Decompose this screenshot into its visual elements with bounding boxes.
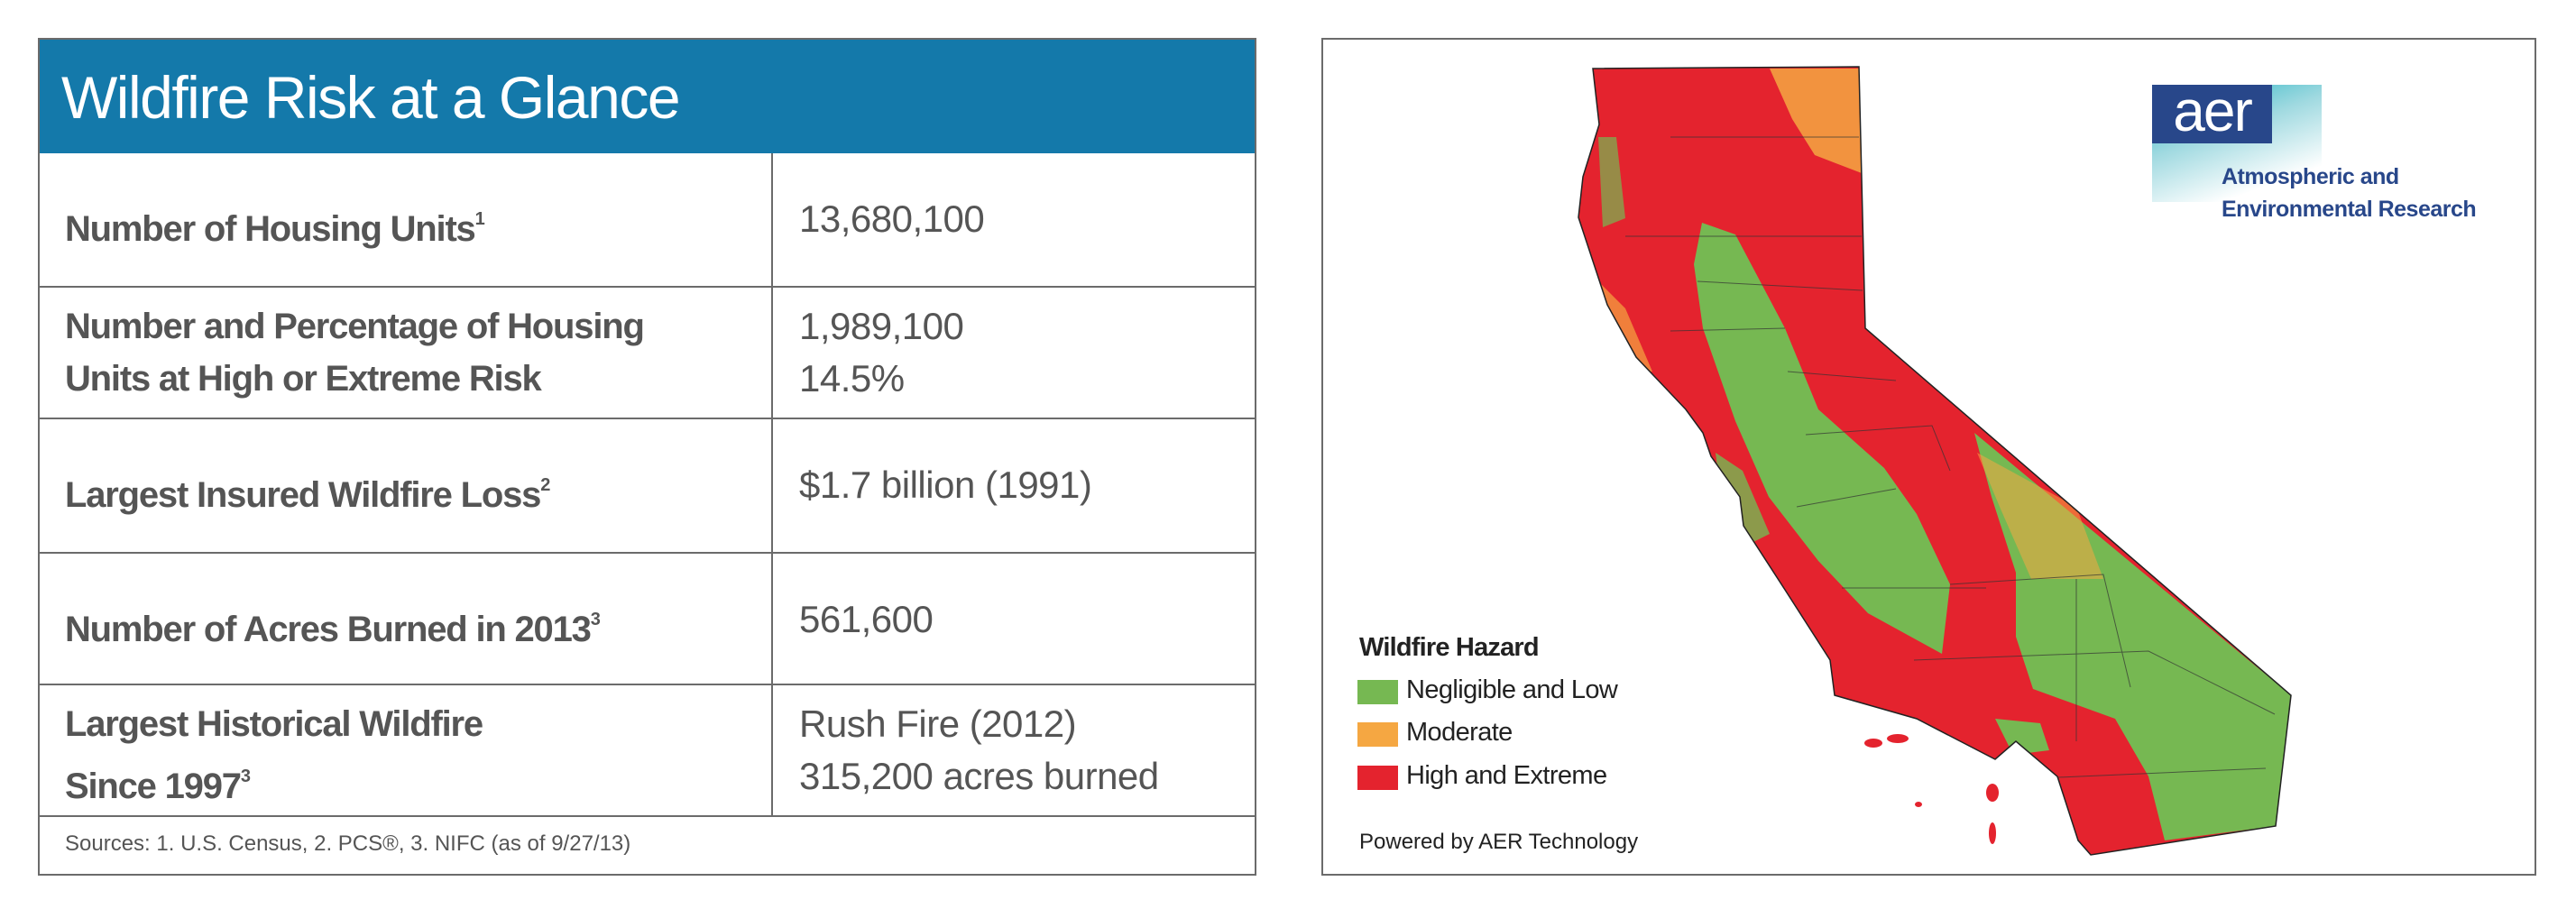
legend-label: High and Extreme bbox=[1406, 761, 1607, 790]
table-header: Wildfire Risk at a Glance bbox=[40, 40, 1255, 153]
low-hazard-area bbox=[1995, 719, 2049, 755]
row-value: Rush Fire (2012) 315,200 acres burned bbox=[799, 702, 1159, 797]
row-value: 13,680,100 bbox=[799, 197, 985, 240]
wildfire-hazard-map-panel: aer Atmospheric and Environmental Resear… bbox=[1321, 38, 2536, 876]
county-borders bbox=[1625, 136, 2276, 778]
table-row: Number of Acres Burned in 20133 561,600 bbox=[40, 554, 1255, 685]
wildfire-risk-table: Wildfire Risk at a Glance Number of Hous… bbox=[38, 38, 1256, 876]
row-value: 561,600 bbox=[799, 598, 934, 640]
low-hazard-area bbox=[1598, 137, 1625, 227]
logo-line-2: Environmental Research bbox=[2222, 197, 2477, 222]
legend-swatch-orange bbox=[1357, 722, 1398, 747]
legend-swatch-red bbox=[1357, 766, 1398, 790]
legend-label: Moderate bbox=[1406, 718, 1513, 747]
moderate-hazard-area bbox=[1770, 69, 1862, 173]
row-value: $1.7 billion (1991) bbox=[799, 464, 1092, 506]
low-hazard-area bbox=[1694, 223, 1950, 654]
legend-title: Wildfire Hazard bbox=[1359, 633, 1540, 662]
moderate-hazard-area bbox=[1977, 453, 2103, 579]
row-label: Number of Housing Units1 bbox=[65, 209, 485, 249]
aer-logo: aer bbox=[2152, 82, 2272, 143]
sources-note: Sources: 1. U.S. Census, 2. PCS®, 3. NIF… bbox=[65, 831, 631, 856]
row-label: Largest Insured Wildfire Loss2 bbox=[65, 475, 550, 515]
legend-label: Negligible and Low bbox=[1406, 675, 1618, 704]
table-row: Number of Housing Units1 13,680,100 bbox=[40, 153, 1255, 288]
logo-line-1: Atmospheric and bbox=[2222, 164, 2399, 189]
channel-islands bbox=[1864, 734, 1999, 844]
row-value: 1,989,100 14.5% bbox=[799, 305, 964, 399]
table-row: Number and Percentage of Housing Units at… bbox=[40, 288, 1255, 419]
row-label: Largest Historical Wildfire Since 19973 bbox=[65, 704, 483, 806]
legend-swatch-green bbox=[1357, 680, 1398, 704]
table-row: Largest Historical Wildfire Since 19973 R… bbox=[40, 685, 1255, 817]
low-hazard-area bbox=[1716, 453, 1770, 543]
map-credit: Powered by AER Technology bbox=[1359, 830, 1639, 854]
table-row: Largest Insured Wildfire Loss2 $1.7 bill… bbox=[40, 419, 1255, 554]
row-label: Number and Percentage of Housing Units at… bbox=[65, 307, 645, 399]
row-label: Number of Acres Burned in 20133 bbox=[65, 610, 601, 649]
column-divider bbox=[771, 153, 773, 817]
table-title: Wildfire Risk at a Glance bbox=[61, 64, 681, 131]
